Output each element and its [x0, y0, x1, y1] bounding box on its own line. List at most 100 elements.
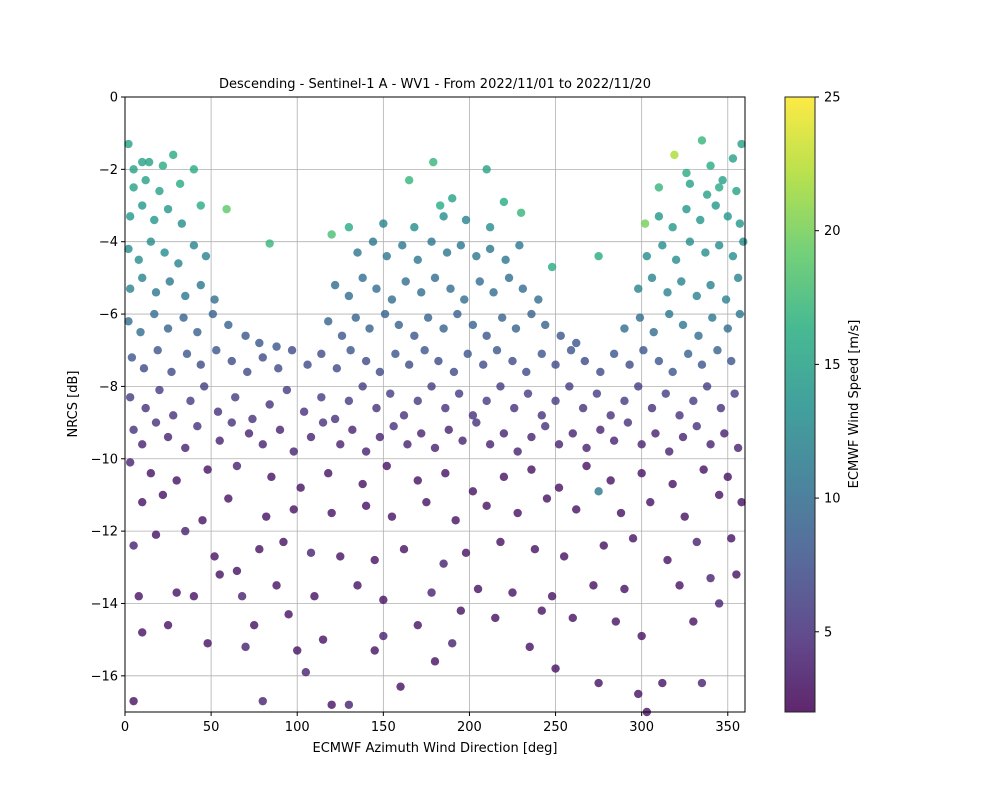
- data-point: [723, 472, 732, 482]
- data-point: [372, 284, 381, 293]
- data-point: [134, 592, 143, 601]
- data-point: [718, 176, 727, 185]
- data-point: [692, 422, 701, 431]
- data-point: [706, 161, 715, 170]
- data-point: [510, 403, 519, 413]
- data-point: [413, 620, 422, 630]
- data-point: [413, 476, 422, 485]
- data-point: [330, 280, 340, 290]
- y-tick-label: −8: [99, 380, 118, 395]
- data-point: [368, 237, 378, 246]
- data-point: [675, 581, 684, 590]
- data-point: [330, 414, 340, 424]
- data-point: [375, 367, 385, 377]
- data-point: [196, 280, 205, 290]
- data-point: [327, 508, 336, 518]
- data-point: [129, 425, 138, 435]
- data-point: [454, 389, 464, 398]
- data-point: [299, 407, 309, 416]
- data-point: [413, 396, 422, 406]
- data-point: [534, 295, 543, 304]
- data-point: [435, 201, 445, 210]
- colorbar-tick-label: 20: [824, 224, 841, 239]
- data-point: [582, 443, 591, 453]
- data-point: [647, 403, 657, 413]
- data-point: [125, 393, 135, 402]
- data-point: [310, 592, 319, 601]
- data-point: [515, 241, 524, 250]
- data-point: [496, 382, 505, 391]
- data-point: [227, 356, 236, 366]
- data-point: [427, 588, 436, 597]
- data-point: [386, 389, 395, 398]
- data-point: [508, 356, 517, 366]
- data-point: [513, 447, 522, 456]
- data-point: [420, 346, 429, 355]
- data-point: [665, 447, 674, 456]
- data-point: [446, 284, 455, 293]
- data-point: [196, 360, 205, 369]
- data-point: [594, 487, 603, 496]
- data-point: [677, 277, 686, 286]
- data-point: [232, 566, 242, 576]
- data-point: [527, 309, 536, 319]
- x-tick-label: 150: [371, 720, 396, 735]
- data-point: [167, 367, 176, 377]
- data-point: [231, 393, 240, 402]
- data-point: [248, 414, 257, 424]
- data-point: [244, 429, 254, 438]
- data-point: [382, 461, 391, 471]
- data-point: [210, 295, 219, 304]
- data-point: [399, 545, 409, 554]
- data-point: [637, 469, 646, 478]
- data-point: [163, 620, 173, 630]
- data-point: [728, 251, 738, 261]
- data-point: [410, 331, 419, 340]
- data-point: [124, 139, 133, 149]
- data-point: [387, 295, 397, 304]
- data-point: [547, 262, 557, 272]
- data-point: [551, 360, 560, 369]
- data-point: [711, 201, 720, 210]
- data-point: [697, 360, 707, 369]
- data-point: [449, 367, 459, 377]
- data-point: [272, 342, 281, 351]
- data-point: [232, 461, 242, 471]
- data-point: [620, 324, 629, 333]
- data-point: [689, 396, 698, 406]
- data-point: [327, 700, 336, 709]
- data-point: [678, 320, 688, 330]
- data-point: [153, 346, 162, 355]
- data-point: [706, 280, 715, 290]
- data-point: [735, 219, 745, 228]
- data-point: [181, 443, 190, 453]
- data-point: [737, 497, 746, 507]
- data-point: [282, 385, 292, 395]
- data-point: [683, 349, 693, 359]
- data-point: [267, 472, 276, 482]
- data-point: [723, 212, 732, 221]
- data-point: [525, 642, 534, 652]
- data-point: [124, 317, 133, 326]
- data-point: [453, 309, 462, 319]
- data-point: [306, 432, 316, 442]
- data-point: [522, 367, 531, 377]
- data-point: [224, 320, 233, 330]
- data-point: [516, 208, 526, 217]
- data-point: [504, 273, 514, 283]
- data-point: [527, 465, 536, 474]
- data-point: [541, 422, 550, 431]
- data-point: [403, 440, 412, 449]
- data-point: [134, 255, 143, 264]
- data-point: [637, 631, 646, 641]
- data-point: [511, 324, 521, 333]
- data-point: [306, 548, 316, 558]
- data-point: [482, 331, 491, 340]
- data-point: [284, 610, 293, 619]
- data-point: [694, 331, 703, 340]
- data-point: [728, 154, 738, 163]
- data-point: [138, 628, 147, 637]
- data-point: [317, 393, 326, 402]
- data-point: [139, 364, 149, 373]
- data-point: [213, 407, 223, 416]
